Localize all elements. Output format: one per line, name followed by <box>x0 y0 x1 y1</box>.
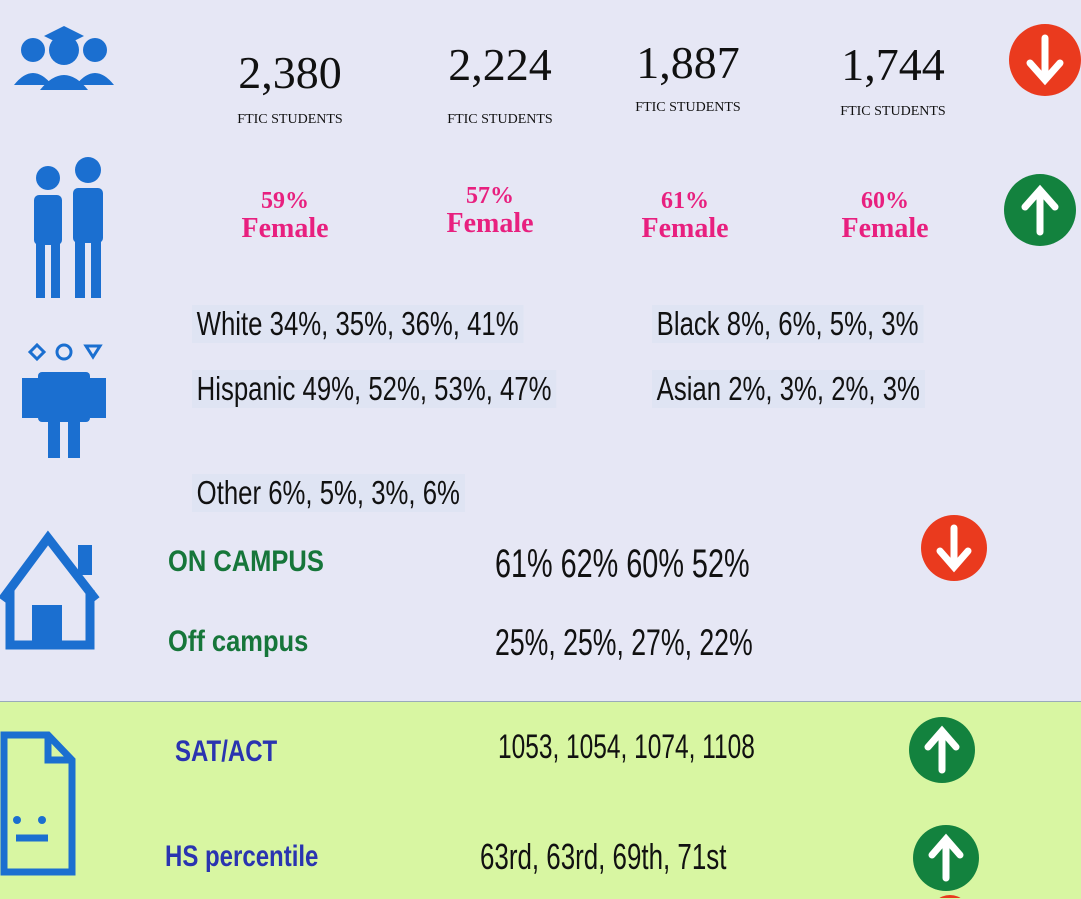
gender-label: Female <box>641 213 729 245</box>
arrow-up <box>913 825 979 891</box>
eye <box>13 816 21 824</box>
student-count: 1,744 <box>841 39 945 90</box>
hs-values: 63rd, 63rd, 69th, 71st <box>480 836 727 877</box>
hs-label: HS percentile <box>165 840 319 873</box>
top-panel <box>0 0 1081 701</box>
arrow-down <box>921 515 987 581</box>
bottom-panel <box>0 701 1081 899</box>
student-count: 2,224 <box>448 39 552 90</box>
house-door <box>32 605 62 645</box>
student-label: FTIC STUDENTS <box>840 104 946 119</box>
people-icon <box>34 157 103 298</box>
gender-label: Female <box>446 208 534 240</box>
student-label: FTIC STUDENTS <box>635 100 741 115</box>
gender-percent: 57% <box>466 183 514 209</box>
arrow-up <box>1004 174 1076 246</box>
off-campus-label: Off campus <box>168 625 309 658</box>
student-label: FTIC STUDENTS <box>447 112 553 127</box>
gender-label: Female <box>241 213 329 245</box>
arrow-down <box>1009 24 1081 96</box>
gender-stat: 60% Female <box>805 188 965 245</box>
gender-stat: 59% Female <box>205 188 365 245</box>
gender-percent: 60% <box>861 188 909 214</box>
gender-percent: 61% <box>661 188 709 214</box>
gender-stat: 61% Female <box>605 188 765 245</box>
arrow-partial <box>939 895 961 898</box>
document-icon <box>0 731 76 876</box>
ethnicity-white: White 34%, 35%, 36%, 41% <box>192 305 524 343</box>
ethnicity-asian: Asian 2%, 3%, 2%, 3% <box>652 370 925 408</box>
students-icon <box>14 26 114 90</box>
gender-stat: 57% Female <box>410 183 570 240</box>
student-label: FTIC STUDENTS <box>237 112 343 127</box>
sat-label: SAT/ACT <box>175 735 278 768</box>
on-campus-values: 61% 62% 60% 52% <box>495 542 750 586</box>
student-count: 2,380 <box>238 47 342 98</box>
house-chimney <box>78 545 92 575</box>
off-campus-values: 25%, 25%, 27%, 22% <box>495 622 753 663</box>
ethnicity-black: Black 8%, 6%, 5%, 3% <box>652 305 924 343</box>
sat-values: 1053, 1054, 1074, 1108 <box>498 728 755 766</box>
eye <box>38 816 46 824</box>
diversity-icon <box>22 342 106 458</box>
gender-percent: 59% <box>261 188 309 214</box>
ethnicity-hispanic: Hispanic 49%, 52%, 53%, 47% <box>192 370 557 408</box>
ethnicity-other: Other 6%, 5%, 3%, 6% <box>192 474 465 512</box>
arrow-up <box>909 717 975 783</box>
gender-label: Female <box>841 213 929 245</box>
on-campus-label: ON CAMPUS <box>168 545 324 578</box>
student-count: 1,887 <box>636 37 740 88</box>
